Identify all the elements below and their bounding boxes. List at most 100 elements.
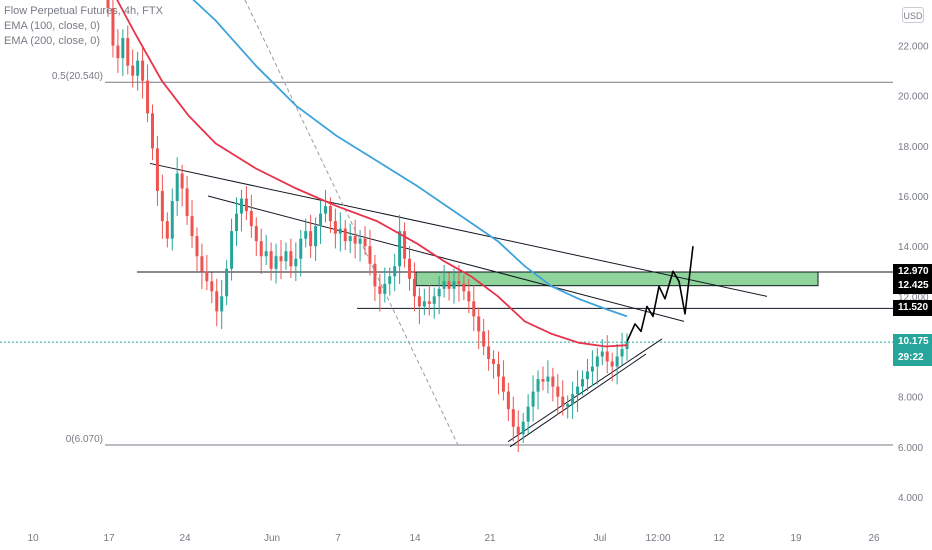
x-tick-label: 26 bbox=[868, 533, 880, 544]
x-tick-label: 12 bbox=[713, 533, 725, 544]
candle-body bbox=[190, 216, 194, 237]
candle-body bbox=[338, 228, 342, 234]
candle-body bbox=[220, 296, 224, 312]
candle-body bbox=[585, 371, 589, 380]
candle-body bbox=[378, 286, 382, 294]
y-tick-label: 6.000 bbox=[898, 443, 923, 454]
candle-body bbox=[615, 356, 619, 367]
candle-body bbox=[210, 281, 214, 292]
candle-body bbox=[279, 256, 283, 262]
candle-body bbox=[595, 356, 599, 367]
candle-body bbox=[398, 231, 402, 267]
candle-body bbox=[185, 188, 189, 217]
demand-zone bbox=[415, 271, 819, 287]
candle-body bbox=[170, 201, 174, 239]
candle-body bbox=[363, 238, 367, 247]
candle-body bbox=[121, 38, 125, 59]
candle-body bbox=[422, 301, 426, 307]
candle-body bbox=[571, 394, 575, 405]
currency-badge[interactable]: USD bbox=[902, 7, 924, 23]
candle-body bbox=[442, 281, 446, 289]
trend-line bbox=[207, 195, 685, 322]
legend-ema200[interactable]: EMA (200, close, 0) bbox=[4, 35, 100, 47]
price-tag[interactable]: 29:22 bbox=[893, 349, 932, 366]
candle-body bbox=[353, 236, 357, 244]
candle-body bbox=[610, 361, 614, 367]
y-tick-label: 20.000 bbox=[898, 92, 929, 103]
candle-body bbox=[239, 198, 243, 214]
candle-body bbox=[383, 283, 387, 294]
trend-line bbox=[149, 162, 768, 297]
fib-label: 0(6.070) bbox=[66, 434, 103, 445]
candle-body bbox=[269, 251, 273, 269]
candle-body bbox=[314, 226, 318, 247]
candle-body bbox=[146, 80, 150, 114]
chart-legend: Flow Perpetual Futures, 4h, FTX EMA (100… bbox=[4, 4, 163, 49]
candle-body bbox=[215, 291, 219, 312]
trend-lines bbox=[149, 0, 768, 448]
x-tick-label: Jun bbox=[264, 533, 280, 544]
candle-body bbox=[205, 271, 209, 282]
candle-body bbox=[457, 281, 461, 284]
legend-symbol[interactable]: Flow Perpetual Futures, 4h, FTX bbox=[4, 5, 163, 17]
candle-body bbox=[136, 60, 140, 76]
y-tick-label: 14.000 bbox=[898, 242, 929, 253]
ema100-line bbox=[116, 0, 628, 348]
price-tag[interactable]: 11.520 bbox=[893, 300, 932, 317]
candle-body bbox=[511, 409, 515, 427]
candle-body bbox=[403, 231, 407, 259]
candle-body bbox=[496, 364, 500, 377]
fib-labels: 0.5(20.540) 0(6.070) bbox=[52, 71, 103, 445]
x-tick-label: 10 bbox=[27, 533, 39, 544]
candle-body bbox=[299, 238, 303, 259]
candle-body bbox=[225, 268, 229, 297]
candle-body bbox=[576, 386, 580, 395]
candle-body bbox=[561, 396, 565, 407]
dashed-fib-trend bbox=[244, 0, 459, 446]
y-tick-label: 12.000 bbox=[898, 292, 929, 303]
candle-body bbox=[516, 426, 520, 435]
candle-body bbox=[566, 404, 570, 407]
projection-line bbox=[626, 246, 694, 342]
candle-body bbox=[304, 231, 308, 239]
x-tick-label: 7 bbox=[335, 533, 341, 544]
y-tick-label: 22.000 bbox=[898, 42, 929, 53]
resistance-zone bbox=[415, 271, 819, 287]
candle-body bbox=[526, 406, 530, 422]
candle-body bbox=[408, 258, 412, 279]
projection-path bbox=[626, 246, 694, 342]
x-axis[interactable]: 10 17 24 Jun 7 14 21 Jul 12:00 12 19 26 bbox=[27, 533, 880, 544]
candle-body bbox=[447, 281, 451, 289]
candle-body bbox=[230, 231, 234, 269]
candle-body bbox=[106, 0, 110, 8]
candle-body bbox=[373, 263, 377, 287]
price-tag[interactable]: 12.425 bbox=[893, 277, 932, 294]
candle-body bbox=[180, 173, 184, 189]
legend-ema100[interactable]: EMA (100, close, 0) bbox=[4, 20, 100, 32]
y-tick-label: 8.000 bbox=[898, 393, 923, 404]
candle-body bbox=[417, 296, 421, 307]
candle-body bbox=[200, 256, 204, 272]
candle-body bbox=[284, 251, 288, 262]
candle-body bbox=[531, 391, 535, 407]
candle-body bbox=[546, 376, 550, 382]
candle-body bbox=[289, 251, 293, 267]
candle-body bbox=[492, 359, 496, 365]
price-tag[interactable]: 12.970 bbox=[893, 264, 932, 280]
candle-body bbox=[358, 238, 362, 244]
candle-body bbox=[333, 221, 337, 234]
candle-body bbox=[590, 366, 594, 372]
candle-body bbox=[501, 376, 505, 392]
candle-body bbox=[605, 351, 609, 362]
x-tick-label: 14 bbox=[409, 533, 421, 544]
price-tag[interactable]: 10.175 bbox=[893, 334, 932, 351]
candle-body bbox=[126, 38, 130, 66]
candle-body bbox=[536, 379, 540, 392]
candle-body bbox=[165, 221, 169, 239]
x-tick-label: 17 bbox=[103, 533, 115, 544]
candle-body bbox=[482, 331, 486, 347]
candle-body bbox=[600, 351, 604, 357]
candle-body bbox=[437, 288, 441, 297]
candle-body bbox=[264, 251, 268, 257]
